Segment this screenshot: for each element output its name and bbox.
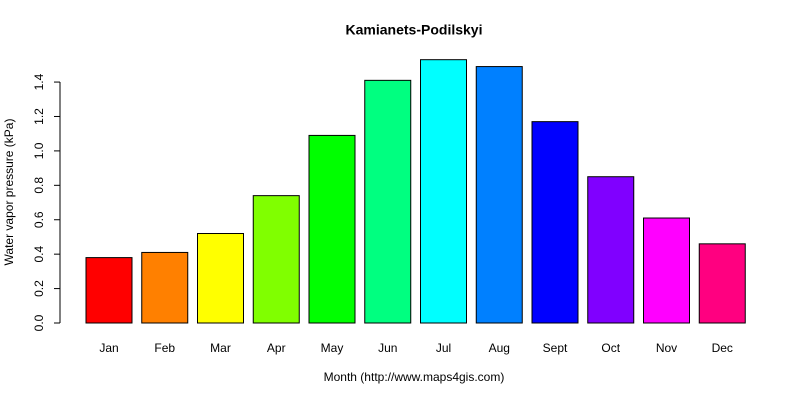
x-tick-label: Sept — [543, 341, 568, 355]
y-tick-label: 0.0 — [32, 314, 46, 331]
x-axis-label: Month (http://www.maps4gis.com) — [324, 370, 505, 384]
y-tick-label: 0.2 — [32, 280, 46, 297]
x-tick-label: Jan — [99, 341, 118, 355]
bar — [197, 233, 244, 324]
bar — [308, 134, 356, 324]
x-tick-label: Aug — [489, 341, 510, 355]
bar — [85, 257, 133, 324]
chart-title: Kamianets-Podilskyi — [346, 22, 483, 38]
x-tick-label: Apr — [267, 341, 286, 355]
y-tick-label: 1.0 — [32, 142, 46, 159]
bar — [475, 66, 523, 324]
y-tick-label: 0.4 — [32, 245, 46, 262]
x-tick-label: Jun — [378, 341, 397, 355]
x-tick-label: Jul — [436, 341, 451, 355]
bar — [252, 195, 300, 324]
x-tick-label: May — [321, 341, 344, 355]
x-tick-label: Oct — [601, 341, 620, 355]
bar — [141, 251, 189, 324]
y-axis-label: Water vapor pressure (kPa) — [2, 119, 16, 266]
bar — [364, 79, 412, 324]
x-tick-label: Feb — [154, 341, 175, 355]
y-tick-label: 0.8 — [32, 177, 46, 194]
bar — [587, 176, 635, 324]
bar — [643, 217, 690, 324]
bar — [531, 121, 579, 324]
x-tick-label: Nov — [656, 341, 677, 355]
x-tick-label: Dec — [712, 341, 733, 355]
y-tick-label: 1.2 — [32, 108, 46, 125]
y-tick-label: 0.6 — [32, 211, 46, 228]
x-tick-label: Mar — [210, 341, 231, 355]
y-tick-label: 1.4 — [32, 73, 46, 90]
bar — [420, 59, 467, 324]
bar — [698, 243, 746, 324]
